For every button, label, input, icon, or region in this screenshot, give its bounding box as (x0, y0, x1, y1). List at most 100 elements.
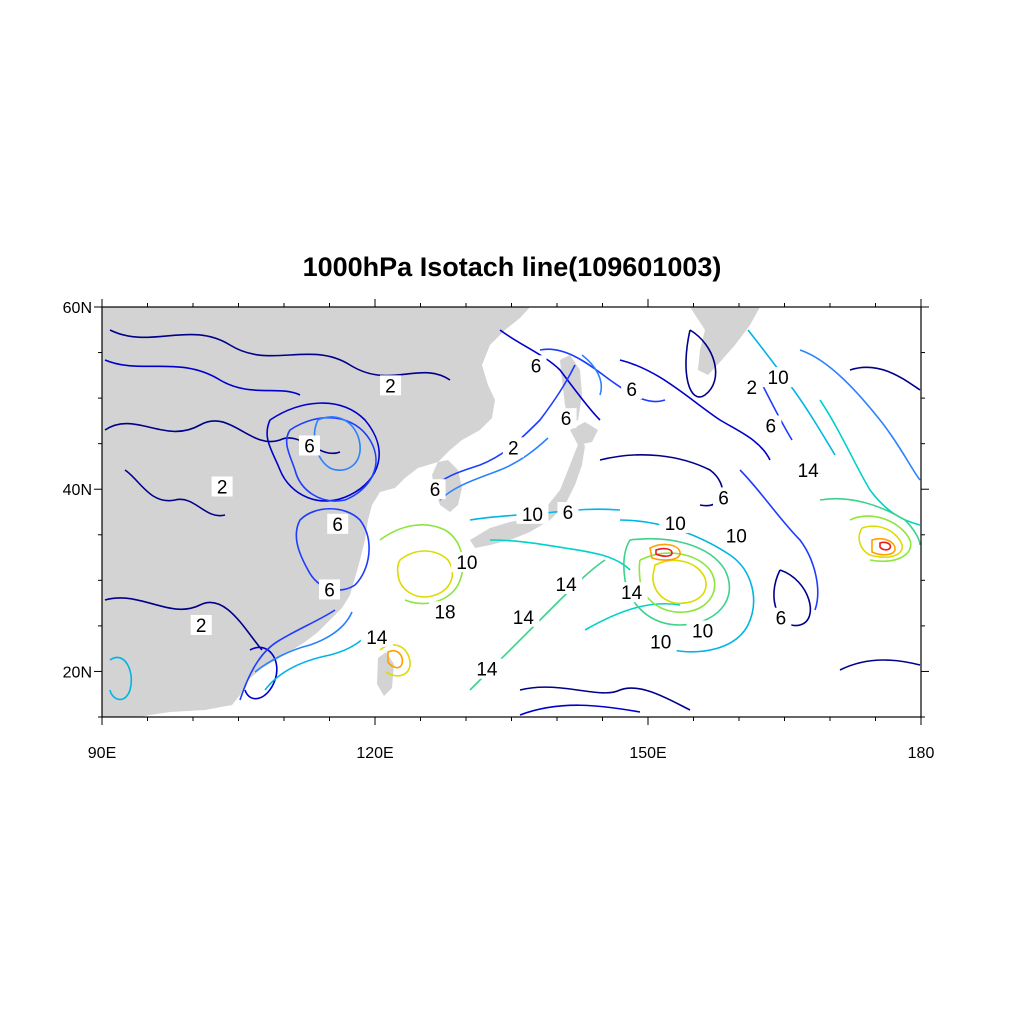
contour-label-box (360, 626, 393, 647)
contour-label-text: 10 (768, 368, 789, 389)
contour-label-text: 18 (434, 602, 455, 623)
contour-label-box (686, 620, 719, 641)
contour-label-box (720, 525, 753, 546)
contour-label-text: 6 (531, 356, 542, 377)
contour-18-a (396, 550, 454, 598)
contour-label: 14 (550, 573, 583, 596)
axis-ticks: 90E 120E 150E 180 20N 40N 60N (63, 299, 935, 762)
contour-label-box (713, 487, 735, 508)
contour-10-a (469, 508, 621, 521)
contour-label: 2 (741, 377, 763, 399)
contour-label: 6 (319, 579, 340, 601)
contour-8-e (799, 349, 921, 481)
contour-22-b (879, 541, 892, 551)
lat-tick-label: 20N (63, 664, 92, 681)
contour-label: 14 (615, 582, 648, 604)
contour-label-text: 10 (665, 514, 686, 535)
contour-label: 6 (298, 435, 320, 457)
contour-label: 2 (190, 614, 212, 637)
contour-label-text: 6 (766, 416, 777, 437)
contour-16-b (638, 552, 716, 613)
contour-label: 6 (713, 487, 735, 509)
contour-label: 2 (211, 476, 233, 498)
contour-label-box (424, 479, 446, 500)
contour-label: 6 (555, 408, 577, 430)
contour-label-text: 10 (650, 632, 671, 653)
contour-label-box (502, 437, 524, 458)
contour-4-d (619, 359, 771, 461)
contour-label: 6 (327, 513, 349, 536)
land-sakhalin (560, 355, 582, 425)
contour-label-box (762, 367, 795, 388)
contour-2-a (109, 329, 451, 381)
contour-2-e (685, 329, 717, 398)
contour-label: 18 (429, 601, 462, 623)
contour-label-box (760, 415, 782, 436)
contour-2-f (849, 366, 921, 391)
contour-label-box (770, 607, 792, 628)
contour-18-c (858, 525, 903, 558)
contour-12-a (489, 539, 631, 571)
contour-label-box (659, 512, 692, 533)
contour-10-e (109, 656, 132, 701)
land-hokkaido (570, 422, 598, 445)
contour-label-box (555, 408, 577, 429)
contour-label-text: 6 (430, 480, 441, 501)
contour-label: 10 (659, 512, 692, 535)
contour-4-c (499, 329, 601, 421)
lon-tick-label: 180 (908, 745, 935, 762)
contour-14-c (819, 497, 921, 546)
contour-label-box (557, 502, 579, 522)
contour-label: 10 (686, 620, 719, 642)
contour-label-text: 2 (196, 616, 207, 637)
contour-label: 6 (770, 607, 792, 630)
contour-label-text: 14 (556, 575, 578, 596)
contour-label-box (644, 631, 677, 652)
contour-label: 6 (621, 379, 643, 401)
contour-label: 14 (360, 626, 393, 649)
land-taiwan (377, 652, 394, 696)
lat-tick-label: 40N (63, 482, 92, 499)
contour-label: 14 (792, 460, 825, 482)
contour-label: 10 (762, 367, 795, 389)
contour-label-text: 14 (366, 628, 388, 649)
contour-label-box (550, 573, 583, 594)
contour-22-a (655, 547, 673, 557)
contour-label: 14 (470, 658, 503, 681)
contour-label-text: 10 (726, 527, 747, 548)
contour-label: 6 (557, 502, 579, 524)
contour-16-c (849, 515, 912, 562)
contour-label-text: 10 (456, 553, 477, 574)
contour-label: 2 (502, 437, 524, 459)
contour-label-text: 6 (324, 580, 335, 601)
contour-2-h (519, 686, 691, 711)
contour-label-box (525, 355, 547, 376)
contour-label: 14 (507, 606, 540, 629)
contour-label-text: 14 (621, 583, 643, 604)
contour-label-text: 2 (385, 376, 396, 397)
lon-tick-label: 90E (88, 745, 116, 762)
contour-2-d (124, 469, 226, 517)
contour-12-c (584, 602, 681, 631)
contour-label-box (507, 606, 540, 627)
contour-label-box (429, 601, 462, 622)
contour-label: 6 (424, 479, 446, 501)
land-asia-mainland (102, 307, 530, 717)
contour-label: 6 (760, 415, 782, 437)
contour-label: 6 (525, 355, 547, 377)
contour-20-c (387, 649, 404, 669)
contour-20-b (871, 537, 896, 556)
contour-label-box (741, 377, 763, 398)
contour-label-text: 14 (476, 660, 498, 681)
contour-label-text: 10 (522, 505, 543, 526)
land-masses (102, 307, 760, 717)
contour-18-b (652, 559, 707, 604)
contour-label-box (516, 503, 549, 524)
contour-label: 10 (644, 631, 677, 653)
contour-2-g (773, 569, 812, 627)
contour-label-text: 6 (718, 488, 729, 509)
contour-label-box (211, 476, 233, 497)
contour-label-box (470, 658, 503, 679)
